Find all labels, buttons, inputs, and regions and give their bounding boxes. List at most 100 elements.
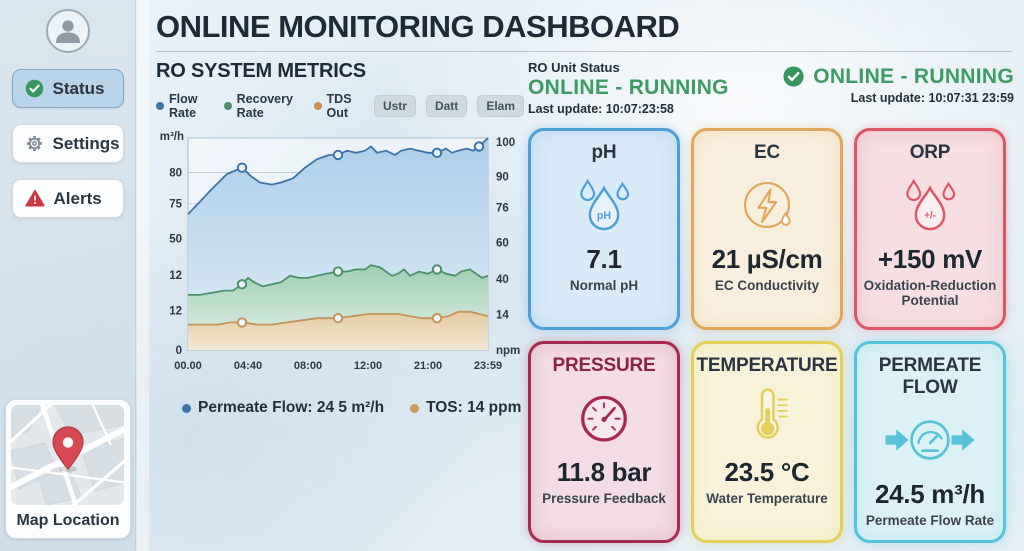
- svg-text:08:00: 08:00: [294, 360, 322, 372]
- legend-dot-icon: [182, 403, 191, 413]
- svg-text:40: 40: [496, 274, 509, 286]
- svg-text:pH: pH: [597, 210, 611, 222]
- warning-triangle-icon: [24, 189, 45, 207]
- permeate-flow-readout: Permeate Flow: 24 5 m²/h: [182, 399, 384, 417]
- ph-drops-icon: pH: [568, 166, 640, 244]
- card-orp[interactable]: ORP +/- +150 mV Oxidation-Reduction Pote…: [854, 128, 1006, 330]
- gauge-icon: [568, 379, 640, 457]
- card-subtitle: Water Temperature: [706, 491, 828, 506]
- legend-dot-icon: [156, 102, 164, 110]
- card-value: 11.8 bar: [556, 457, 652, 487]
- map-location-card[interactable]: Map Location: [5, 399, 131, 539]
- svg-text:90: 90: [496, 172, 509, 184]
- svg-text:12: 12: [169, 270, 182, 282]
- svg-text:75: 75: [169, 199, 182, 211]
- sidebar-item-label: Status: [52, 78, 105, 98]
- map-icon: [11, 405, 124, 505]
- card-value: 7.1: [586, 244, 622, 274]
- lightning-icon: [731, 166, 803, 244]
- card-pressure[interactable]: PRESSURE: [528, 341, 680, 543]
- card-ph[interactable]: pH pH 7.1 Normal pH: [528, 128, 680, 330]
- chart-legend: Flow Rate Recovery Rate TDS Out Ustr Dat…: [156, 92, 524, 120]
- page-title: ONLINE MONITORING DASHBOARD: [156, 9, 680, 44]
- sidebar: Status Settings Alerts: [0, 0, 136, 551]
- metrics-panel: RO SYSTEM METRICS Flow Rate Recovery Rat…: [150, 52, 524, 543]
- card-ec[interactable]: EC 21 µS/cm EC Conductivity: [691, 128, 843, 330]
- svg-text:04:40: 04:40: [234, 360, 262, 372]
- card-title: PERMEATE FLOW: [878, 355, 982, 398]
- card-subtitle: Oxidation-Reduction Potential: [863, 278, 997, 309]
- legend-dot-icon: [410, 403, 420, 413]
- svg-text:21:00: 21:00: [414, 360, 442, 372]
- main-area: ONLINE MONITORING DASHBOARD RO SYSTEM ME…: [150, 0, 1016, 551]
- map-pin-icon: [52, 426, 84, 470]
- card-title: PRESSURE: [552, 355, 656, 376]
- ro-unit-status-block: RO Unit Status ONLINE - RUNNING Last upd…: [528, 60, 729, 116]
- card-subtitle: Pressure Feedback: [542, 491, 666, 506]
- status-state: ONLINE - RUNNING: [813, 65, 1014, 88]
- thermometer-icon: [731, 379, 803, 457]
- card-title: ORP: [909, 142, 951, 163]
- legend-flow-rate: Flow Rate: [156, 92, 214, 120]
- legend-dot-icon: [223, 102, 232, 110]
- card-permeate-flow[interactable]: PERMEATE FLOW 24.5 m³/h Permeate Flow Ra…: [854, 341, 1006, 543]
- metrics-area-chart[interactable]: m³/h 80 75 50 12 12 0 100 90 76 60 40 14 npm 00.00 04:4…: [156, 126, 528, 378]
- flow-gauge-icon: [884, 401, 976, 479]
- svg-text:0: 0: [176, 345, 182, 357]
- svg-text:npm: npm: [496, 345, 520, 357]
- status-caption: RO Unit Status: [528, 60, 620, 75]
- range-button-elam[interactable]: Elam: [477, 95, 524, 117]
- orp-drops-icon: +/-: [894, 166, 966, 244]
- range-button-datt[interactable]: Datt: [425, 95, 468, 117]
- svg-text:80: 80: [169, 168, 182, 180]
- header-divider: [156, 51, 1012, 52]
- sidebar-divider: [137, 0, 149, 551]
- card-value: 23.5 °C: [724, 457, 810, 487]
- card-title: pH: [591, 142, 617, 163]
- metrics-title: RO SYSTEM METRICS: [156, 60, 366, 82]
- card-temperature[interactable]: TEMPERATURE 23.5 °C Water Temperature: [691, 341, 843, 543]
- card-value: +150 mV: [877, 244, 983, 274]
- status-last-update: Last update: 10:07:31 23:59: [850, 91, 1014, 105]
- status-last-update: Last update: 10:07:23:58: [528, 102, 674, 116]
- check-circle-icon: [25, 79, 43, 98]
- chart-footer-legend: Permeate Flow: 24 5 m²/h TOS: 14 ppm: [182, 399, 524, 417]
- svg-text:m³/h: m³/h: [160, 131, 184, 143]
- card-value: 21 µS/cm: [711, 244, 823, 274]
- avatar[interactable]: [45, 9, 90, 53]
- sidebar-item-label: Settings: [52, 133, 120, 153]
- sidebar-item-label: Alerts: [53, 188, 102, 208]
- svg-text:50: 50: [169, 233, 182, 245]
- card-title: EC: [754, 142, 780, 163]
- svg-text:23:59: 23:59: [474, 360, 502, 372]
- legend-recovery-rate: Recovery Rate: [223, 92, 304, 120]
- svg-text:+/-: +/-: [924, 210, 936, 221]
- map-label: Map Location: [16, 512, 120, 529]
- range-button-ustr[interactable]: Ustr: [373, 95, 416, 117]
- card-subtitle: Permeate Flow Rate: [865, 513, 995, 528]
- sensor-cards-grid: pH pH 7.1 Normal pH EC: [528, 128, 1016, 543]
- svg-text:00.00: 00.00: [174, 360, 202, 372]
- svg-text:14: 14: [496, 310, 509, 322]
- gear-icon: [26, 135, 42, 152]
- status-state: ONLINE - RUNNING: [528, 76, 729, 99]
- svg-text:12:00: 12:00: [354, 360, 382, 372]
- svg-text:100: 100: [496, 137, 515, 149]
- card-title: TEMPERATURE: [696, 355, 838, 376]
- sidebar-item-settings[interactable]: Settings: [11, 124, 124, 163]
- card-subtitle: EC Conductivity: [714, 278, 820, 293]
- legend-dot-icon: [313, 102, 322, 110]
- legend-tds-out: TDS Out: [313, 92, 364, 120]
- check-circle-icon: [783, 66, 804, 87]
- sidebar-item-alerts[interactable]: Alerts: [11, 179, 124, 218]
- svg-text:12: 12: [169, 306, 182, 318]
- svg-text:60: 60: [496, 237, 509, 249]
- card-value: 24.5 m³/h: [874, 479, 985, 509]
- card-subtitle: Normal pH: [569, 278, 639, 293]
- tds-readout: TOS: 14 ppm: [410, 399, 521, 417]
- status-panel: RO Unit Status ONLINE - RUNNING Last upd…: [524, 52, 1016, 543]
- svg-text:76: 76: [496, 203, 509, 215]
- online-status-block: ONLINE - RUNNING Last update: 10:07:31 2…: [782, 60, 1014, 105]
- sidebar-item-status[interactable]: Status: [11, 69, 124, 108]
- user-icon: [55, 20, 80, 43]
